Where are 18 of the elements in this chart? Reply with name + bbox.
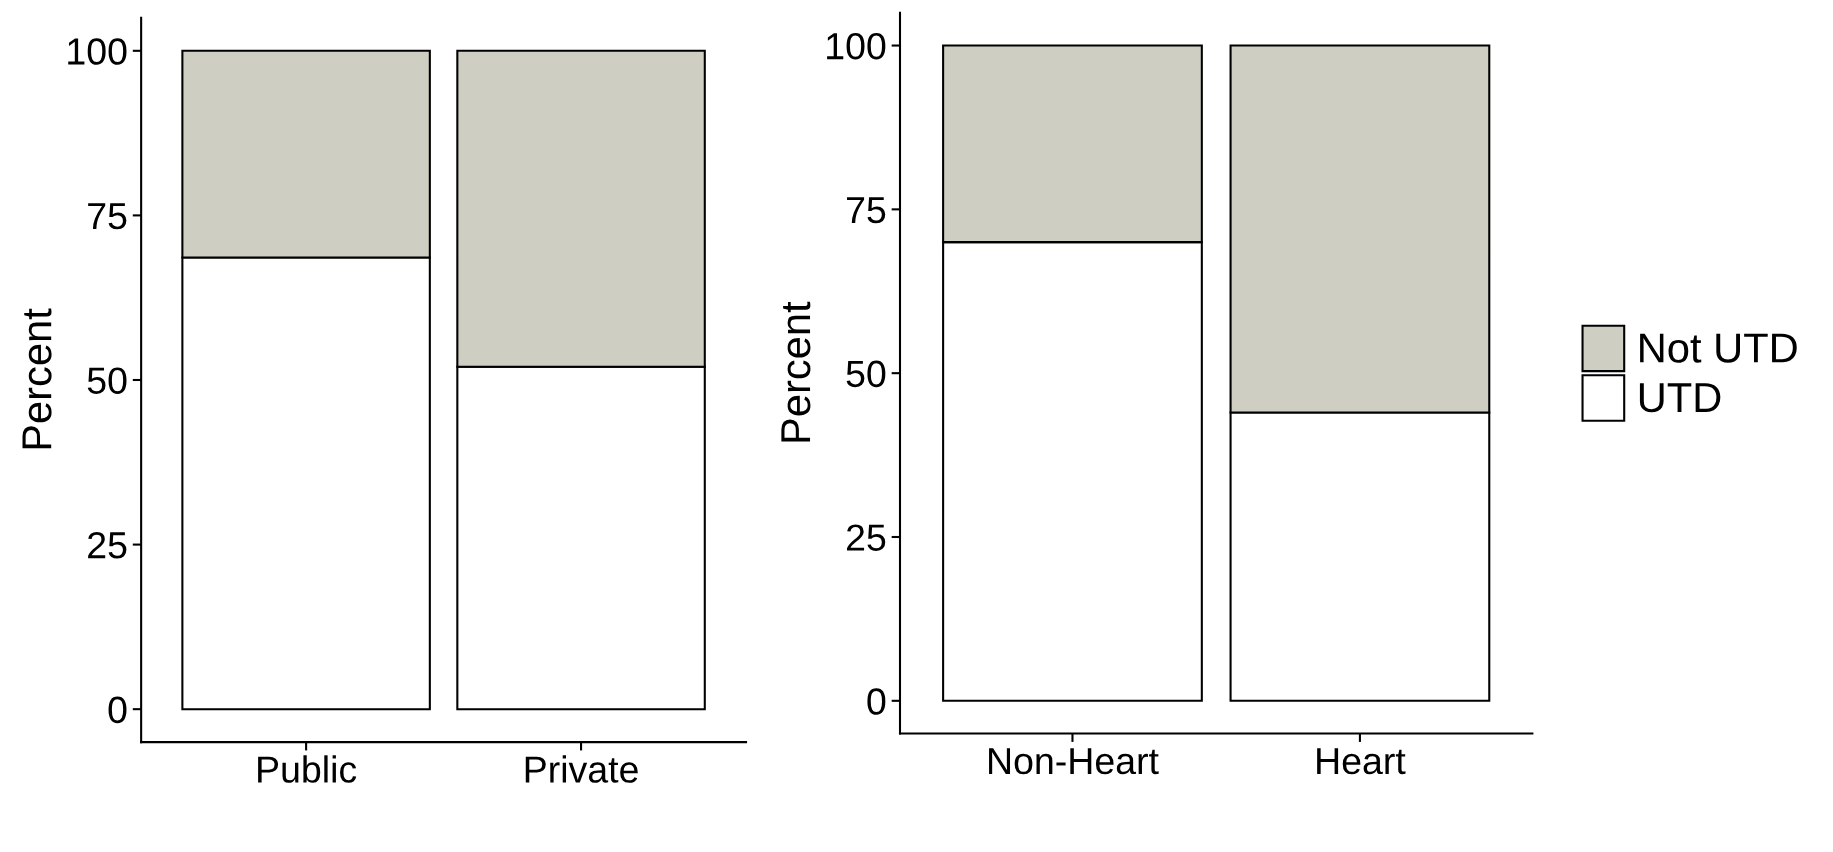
legend-label: UTD bbox=[1639, 383, 1721, 413]
x-tick-label: Public bbox=[258, 755, 357, 783]
x-tick-label: Private bbox=[525, 755, 638, 783]
y-tick-label: 25 bbox=[88, 531, 127, 559]
y-tick-label: 50 bbox=[846, 360, 886, 388]
legend-label: Not UTD bbox=[1640, 333, 1797, 363]
y-tick-label: 0 bbox=[867, 688, 886, 715]
x-tick-label: Non-Heart bbox=[989, 748, 1159, 775]
y-tick-label: 100 bbox=[827, 32, 886, 60]
y-tick-label: 0 bbox=[108, 696, 127, 724]
y-axis-title: Percent bbox=[22, 308, 52, 449]
y-tick-label: 100 bbox=[68, 38, 127, 65]
y-tick-label: 50 bbox=[87, 367, 127, 394]
y-tick-label: 25 bbox=[846, 524, 886, 551]
y-tick-label: 75 bbox=[88, 203, 127, 230]
x-tick-label: Heart bbox=[1317, 748, 1406, 775]
y-tick-label: 75 bbox=[847, 197, 886, 224]
y-axis-title: Percent bbox=[781, 301, 811, 442]
